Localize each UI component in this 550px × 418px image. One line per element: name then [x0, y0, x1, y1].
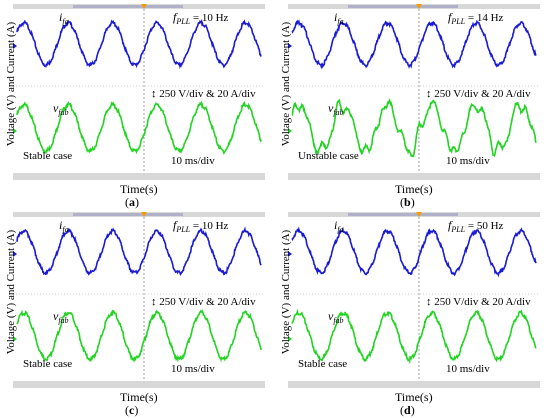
current-label: ifa — [334, 218, 344, 234]
double-arrow-icon: ↕ — [426, 296, 432, 308]
current-label: ifa — [59, 10, 69, 26]
x-axis-label: Time(s) — [120, 390, 158, 404]
current-label: ifa — [59, 218, 69, 234]
scope-bottom-bar — [288, 381, 540, 388]
voltage-label: vfab — [53, 101, 69, 117]
scale-label: ↕ 250 V/div & 20 A/div — [151, 88, 256, 100]
voltage-label: vfab — [53, 309, 69, 325]
panel-d: ifa fPLL = 50 Hz ↕ 250 V/div & 20 A/div … — [275, 208, 550, 417]
case-label: Stable case — [23, 358, 73, 370]
time-div-label: 10 ms/div — [446, 155, 490, 167]
channel1-ground-icon — [288, 251, 292, 257]
trigger-marker-icon — [416, 4, 422, 9]
x-axis-label: Time(s) — [120, 182, 158, 196]
case-label: Stable case — [23, 150, 73, 162]
panel-c: ifa fPLL = 10 Hz ↕ 250 V/div & 20 A/div … — [0, 208, 275, 417]
case-label: Unstable case — [298, 150, 359, 162]
voltage-waveform-vfab — [16, 100, 262, 155]
voltage-label: vfab — [328, 101, 344, 117]
voltage-waveform-vfab — [291, 308, 537, 365]
scope-plot — [13, 212, 265, 388]
fpll-value: = 14 Hz — [467, 12, 504, 24]
current-waveform-ifa — [16, 226, 262, 276]
scale-label: ↕ 250 V/div & 20 A/div — [151, 296, 256, 308]
current-waveform-ifa — [291, 226, 537, 278]
channel2-ground-icon — [13, 336, 17, 342]
scale-label: ↕ 250 V/div & 20 A/div — [426, 88, 531, 100]
y-axis-label: Voltage (V) and Current (A) — [5, 229, 17, 355]
y-axis-label: Voltage (V) and Current (A) — [280, 229, 292, 355]
panel-a: ifa fPLL = 10 Hz ↕ 250 V/div & 20 A/div … — [0, 0, 275, 209]
scope-plot — [13, 4, 265, 180]
fpll-value: = 10 Hz — [192, 220, 229, 232]
channel1-ground-icon — [13, 43, 17, 49]
scope-plot — [288, 212, 540, 388]
double-arrow-icon: ↕ — [151, 296, 157, 308]
x-axis-label: Time(s) — [395, 182, 433, 196]
double-arrow-icon: ↕ — [151, 88, 157, 100]
double-arrow-icon: ↕ — [426, 88, 432, 100]
scope-record-bar — [348, 5, 458, 8]
fpll-label: fPLL = 10 Hz — [173, 218, 229, 234]
scope-record-bar — [348, 213, 458, 216]
time-div-label: 10 ms/div — [446, 363, 490, 375]
scope-record-bar — [73, 213, 183, 216]
fpll-value: = 50 Hz — [467, 220, 504, 232]
fpll-label: fPLL = 14 Hz — [448, 10, 504, 26]
voltage-waveform-vfab — [16, 308, 262, 363]
y-axis-label: Voltage (V) and Current (A) — [5, 21, 17, 147]
current-waveform-ifa — [291, 19, 537, 70]
time-div-label: 10 ms/div — [171, 155, 215, 167]
channel1-ground-icon — [288, 43, 292, 49]
oscilloscope-screen: ifa fPLL = 50 Hz ↕ 250 V/div & 20 A/div … — [288, 212, 540, 388]
channel2-ground-icon — [13, 128, 17, 134]
scope-bottom-bar — [13, 173, 265, 180]
trigger-marker-icon — [141, 4, 147, 9]
trigger-marker-icon — [141, 212, 147, 217]
scope-plot — [288, 4, 540, 180]
oscilloscope-screen: ifa fPLL = 14 Hz ↕ 250 V/div & 20 A/div … — [288, 4, 540, 180]
channel1-ground-icon — [13, 251, 17, 257]
current-waveform-ifa — [16, 18, 262, 70]
scale-label: ↕ 250 V/div & 20 A/div — [426, 296, 531, 308]
scope-bottom-bar — [13, 381, 265, 388]
channel2-ground-icon — [288, 336, 292, 342]
oscilloscope-screen: ifa fPLL = 10 Hz ↕ 250 V/div & 20 A/div … — [13, 4, 265, 180]
trigger-marker-icon — [416, 212, 422, 217]
panel-b: ifa fPLL = 14 Hz ↕ 250 V/div & 20 A/div … — [275, 0, 550, 209]
x-axis-label: Time(s) — [395, 390, 433, 404]
voltage-label: vfab — [328, 309, 344, 325]
current-label: ifa — [334, 10, 344, 26]
case-label: Stable case — [298, 358, 348, 370]
y-axis-label: Voltage (V) and Current (A) — [280, 21, 292, 147]
scope-record-bar — [73, 5, 183, 8]
fpll-label: fPLL = 50 Hz — [448, 218, 504, 234]
scope-bottom-bar — [288, 173, 540, 180]
fpll-value: = 10 Hz — [192, 12, 229, 24]
channel2-ground-icon — [288, 128, 292, 134]
fpll-label: fPLL = 10 Hz — [173, 10, 229, 26]
oscilloscope-screen: ifa fPLL = 10 Hz ↕ 250 V/div & 20 A/div … — [13, 212, 265, 388]
time-div-label: 10 ms/div — [171, 363, 215, 375]
panel-caption: (a) — [125, 195, 139, 209]
panel-caption: (d) — [400, 403, 415, 417]
panel-caption: (c) — [125, 403, 139, 417]
voltage-waveform-vfab — [291, 98, 537, 158]
panel-caption: (b) — [400, 195, 415, 209]
